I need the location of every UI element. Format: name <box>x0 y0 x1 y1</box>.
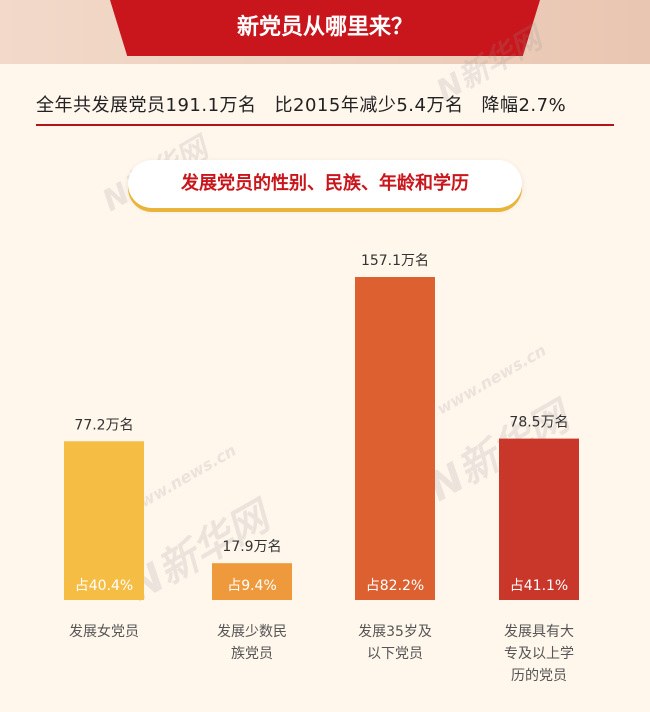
summary-total: 全年共发展党员191.1万名 <box>36 95 257 116</box>
percent-label-4: 占41.1% <box>510 578 568 594</box>
bar-3 <box>355 277 435 600</box>
percent-label-3: 占82.2% <box>366 578 424 594</box>
header-banner: 新党员从哪里来？ <box>0 0 650 64</box>
bar-1 <box>64 441 144 600</box>
section-title: 发展党员的性别、民族、年龄和学历 <box>181 173 469 194</box>
bar-2 <box>212 563 292 600</box>
value-label-3: 157.1万名 <box>361 253 429 269</box>
category-label-3: 发展35岁及以下党员 <box>358 624 432 662</box>
summary-compare: 比2015年减少5.4万名 <box>274 95 464 116</box>
category-label-2: 发展少数民族党员 <box>217 624 287 662</box>
percent-label-1: 占40.4% <box>75 578 133 594</box>
page-title: 新党员从哪里来？ <box>236 15 413 40</box>
category-label-1: 发展女党员 <box>69 623 139 640</box>
summary-drop: 降幅2.7% <box>481 95 567 116</box>
value-label-4: 78.5万名 <box>509 415 568 431</box>
percent-label-2: 占9.4% <box>227 578 277 594</box>
summary-line: 全年共发展党员191.1万名 比2015年减少5.4万名 降幅2.7% <box>36 84 614 126</box>
section-pill: 发展党员的性别、民族、年龄和学历 <box>128 160 522 208</box>
category-label-4: 发展具有大专及以上学历的党员 <box>504 624 574 684</box>
bar-4 <box>499 438 579 600</box>
header-ribbon <box>110 0 540 56</box>
value-label-1: 77.2万名 <box>74 417 133 433</box>
value-label-2: 17.9万名 <box>222 539 281 555</box>
